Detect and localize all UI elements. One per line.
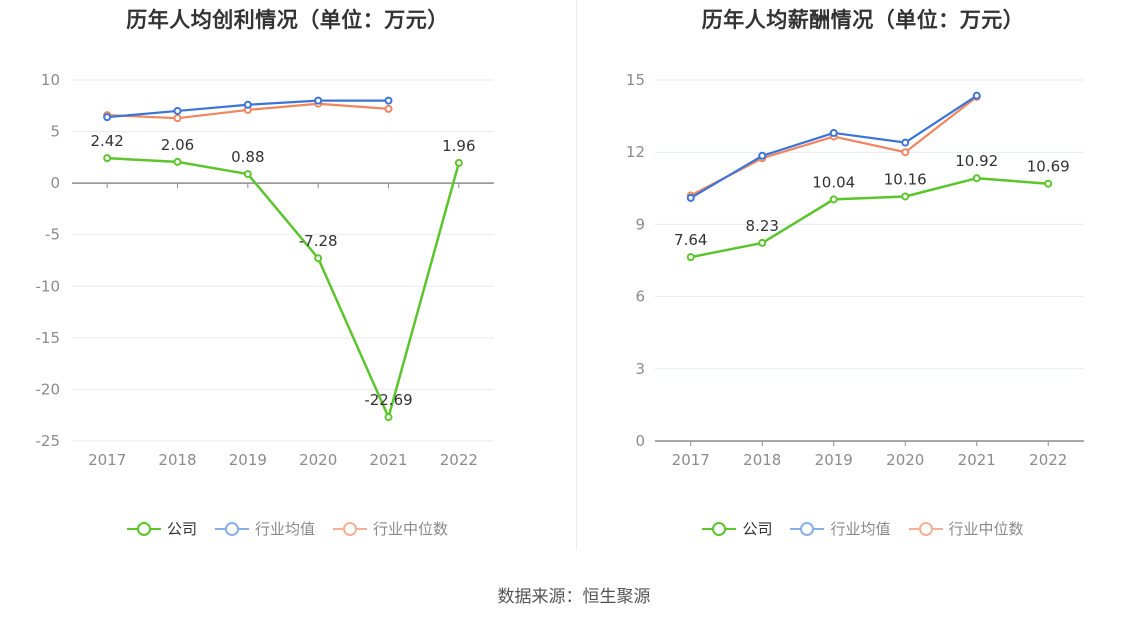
legend-label: 公司 xyxy=(166,520,197,538)
data-point-company[interactable] xyxy=(972,174,981,183)
profit-line-chart: 10 5 0 -5 -10 -15 -20 -25 2017 2018 2019 2020 2021 20… xyxy=(36,71,494,469)
legend-label: 行业中位数 xyxy=(948,520,1024,538)
chart-legend: 公司 行业均值 行业中位数 xyxy=(0,518,575,539)
y-tick-label: 0 xyxy=(50,174,60,192)
data-point-company[interactable] xyxy=(454,158,463,167)
y-tick-label: 12 xyxy=(626,143,645,161)
data-label: 10.92 xyxy=(955,152,998,170)
chart-legend: 公司 行业均值 行业中位数 xyxy=(578,518,1148,539)
data-label: 10.04 xyxy=(812,173,855,191)
legend-line-circle-icon xyxy=(333,520,367,538)
panel-divider xyxy=(576,0,577,550)
data-point-industry_avg[interactable] xyxy=(686,193,695,202)
data-point-industry_avg[interactable] xyxy=(314,96,323,105)
y-tick-label: -5 xyxy=(45,226,60,244)
data-point-company[interactable] xyxy=(829,195,838,204)
y-tick-label: 5 xyxy=(50,123,60,141)
data-label: 1.96 xyxy=(442,137,475,155)
data-point-company[interactable] xyxy=(173,157,182,166)
y-tick-label: 10 xyxy=(41,71,60,89)
salary-chart-panel: 历年人均薪酬情况（单位：万元） 15 12 9 6 3 0 2017 2018 2019 2020… xyxy=(578,0,1148,560)
data-label: 10.69 xyxy=(1027,158,1070,176)
x-tick-label: 2020 xyxy=(886,451,924,469)
x-tick-label: 2019 xyxy=(229,451,267,469)
data-source-note: 数据来源：恒生聚源 xyxy=(497,587,651,607)
legend-item-industry-median[interactable]: 行业中位数 xyxy=(908,518,1024,539)
data-label: 7.64 xyxy=(674,231,707,249)
x-tick-label: 2019 xyxy=(815,451,853,469)
legend-line-circle-icon xyxy=(908,520,943,538)
data-point-company[interactable] xyxy=(314,254,323,263)
data-point-industry_avg[interactable] xyxy=(173,106,182,115)
data-label: 8.23 xyxy=(746,217,779,235)
data-point-company[interactable] xyxy=(1044,179,1053,188)
legend-line-circle-icon xyxy=(702,520,737,538)
legend-line-circle-icon xyxy=(790,520,825,538)
legend-label: 行业均值 xyxy=(254,520,315,538)
data-label: 2.42 xyxy=(90,132,123,150)
legend-item-industry-median[interactable]: 行业中位数 xyxy=(333,518,448,539)
x-tick-label: 2020 xyxy=(299,451,337,469)
data-point-industry_avg[interactable] xyxy=(901,138,910,147)
chart-title: 历年人均创利情况（单位：万元） xyxy=(126,8,449,32)
data-point-industry_avg[interactable] xyxy=(384,96,393,105)
y-tick-label: -20 xyxy=(36,380,61,398)
data-point-industry_median[interactable] xyxy=(384,104,393,113)
y-tick-label: 15 xyxy=(626,71,645,89)
legend-item-company[interactable]: 公司 xyxy=(126,518,197,539)
x-tick-label: 2018 xyxy=(158,451,196,469)
y-tick-label: 0 xyxy=(635,432,645,450)
data-point-industry_avg[interactable] xyxy=(243,100,252,109)
y-tick-label: -15 xyxy=(36,329,61,347)
y-tick-label: -10 xyxy=(36,277,61,295)
y-tick-label: 9 xyxy=(635,215,645,233)
series-line-company xyxy=(107,156,461,419)
x-tick-label: 2022 xyxy=(440,451,478,469)
legend-item-company[interactable]: 公司 xyxy=(702,518,772,539)
data-point-industry_median[interactable] xyxy=(901,148,910,157)
x-tick-label: 2017 xyxy=(672,451,710,469)
data-label: 0.88 xyxy=(231,148,264,166)
data-point-industry_median[interactable] xyxy=(173,114,182,123)
legend-label: 行业均值 xyxy=(830,520,891,538)
data-label: 2.06 xyxy=(161,136,194,154)
y-tick-label: -25 xyxy=(36,432,61,450)
series-line-company xyxy=(690,176,1049,259)
x-tick-label: 2018 xyxy=(743,451,781,469)
data-point-company[interactable] xyxy=(901,192,910,201)
x-tick-label: 2017 xyxy=(88,451,126,469)
profit-chart-panel: 历年人均创利情况（单位：万元） 10 5 0 -5 -10 -15 -20 -25 2017 20… xyxy=(0,0,575,560)
x-tick-label: 2021 xyxy=(369,451,407,469)
data-point-company[interactable] xyxy=(384,413,393,422)
salary-line-chart: 15 12 9 6 3 0 2017 2018 2019 2020 2021 2022 7.64 8.23… xyxy=(626,71,1084,469)
data-point-company[interactable] xyxy=(686,253,695,262)
data-point-industry_avg[interactable] xyxy=(758,151,767,160)
data-label: -7.28 xyxy=(299,232,338,250)
legend-line-circle-icon xyxy=(126,520,161,538)
data-label: -22.69 xyxy=(364,391,412,409)
x-tick-label: 2021 xyxy=(958,451,996,469)
legend-label: 公司 xyxy=(742,520,773,538)
legend-item-industry-average[interactable]: 行业均值 xyxy=(214,518,315,539)
y-tick-label: 3 xyxy=(635,360,645,378)
data-label: 10.16 xyxy=(884,170,927,188)
data-point-company[interactable] xyxy=(103,154,112,163)
data-point-company[interactable] xyxy=(758,238,767,247)
data-point-company[interactable] xyxy=(243,170,252,179)
data-point-industry_avg[interactable] xyxy=(972,91,981,100)
legend-item-industry-average[interactable]: 行业均值 xyxy=(790,518,891,539)
x-tick-label: 2022 xyxy=(1029,451,1067,469)
data-point-industry_avg[interactable] xyxy=(829,128,838,137)
legend-line-circle-icon xyxy=(214,520,249,538)
chart-title: 历年人均薪酬情况（单位：万元） xyxy=(701,8,1025,32)
data-point-industry_avg[interactable] xyxy=(103,113,112,122)
legend-label: 行业中位数 xyxy=(373,520,449,538)
y-tick-label: 6 xyxy=(635,288,645,306)
